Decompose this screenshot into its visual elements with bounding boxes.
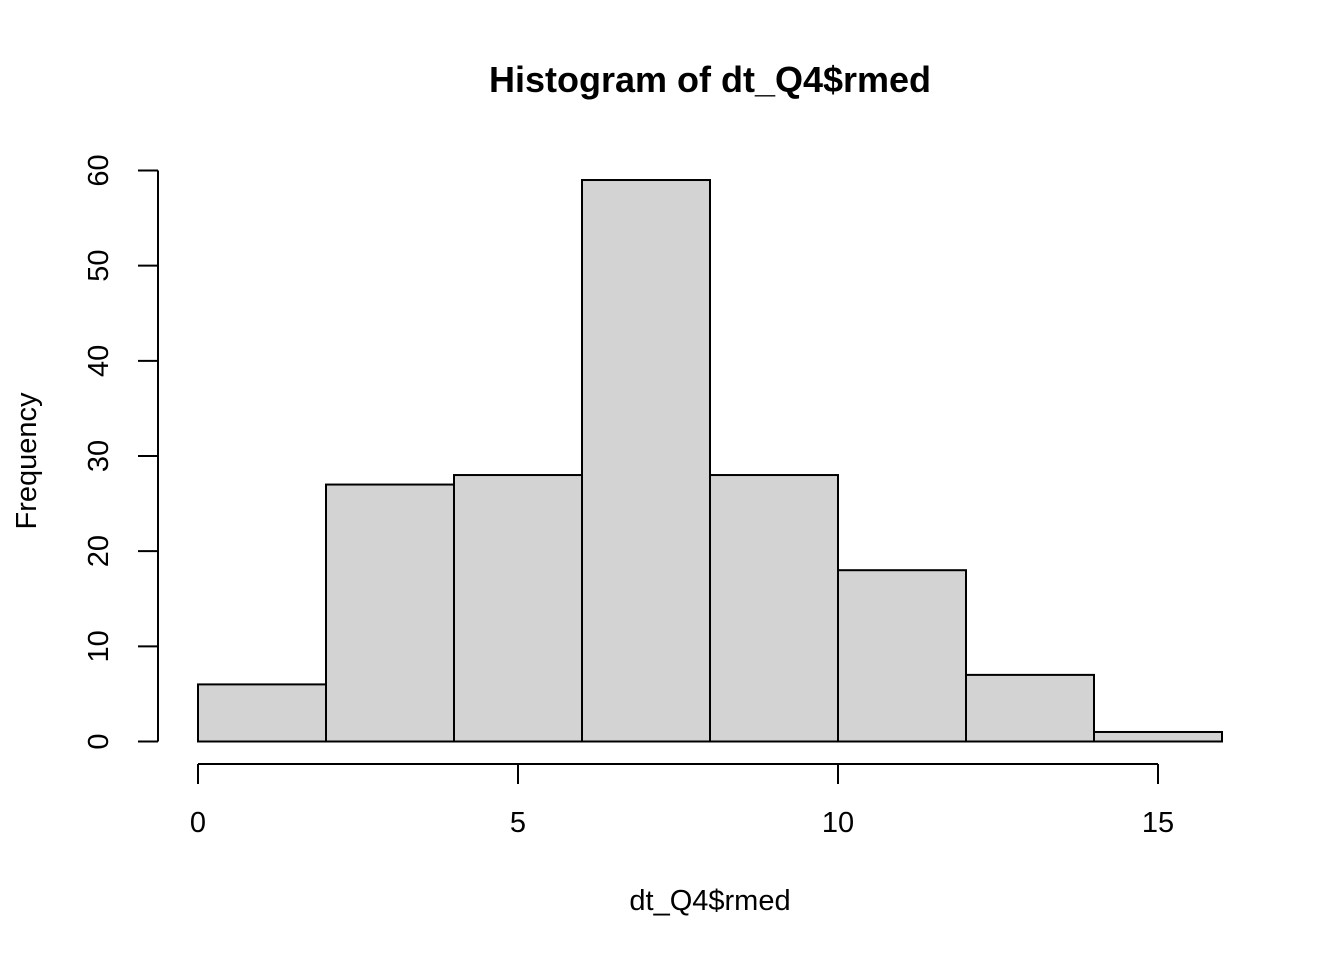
histogram-bar-5 [837, 569, 967, 743]
histogram-bar-6 [965, 673, 1095, 743]
x-tick-label: 15 [1142, 807, 1174, 839]
histogram-bar-2 [453, 474, 583, 743]
x-tick-label: 10 [822, 807, 854, 839]
y-tick-label: 50 [83, 250, 115, 282]
histogram-bar-4 [709, 474, 839, 743]
x-axis-label: dt_Q4$rmed [629, 885, 790, 917]
x-tick-label: 0 [190, 807, 206, 839]
y-tick-label: 20 [83, 535, 115, 567]
y-tick-label: 30 [83, 440, 115, 472]
bars-group [197, 179, 1223, 743]
y-tick-label: 0 [83, 733, 115, 749]
y-tick-label: 10 [83, 630, 115, 662]
histogram-bar-1 [325, 483, 455, 743]
y-axis: 0 10 20 30 40 50 60 [83, 154, 159, 750]
histogram-bar-3 [581, 179, 711, 743]
histogram-bar-0 [197, 683, 327, 743]
chart-title: Histogram of dt_Q4$rmed [489, 59, 931, 100]
histogram-bar-7 [1093, 730, 1223, 743]
x-tick-label: 5 [510, 807, 526, 839]
y-tick-label: 40 [83, 345, 115, 377]
x-axis: 0 5 10 15 [190, 763, 1174, 839]
y-tick-label: 60 [83, 154, 115, 186]
y-axis-label: Frequency [11, 392, 43, 530]
